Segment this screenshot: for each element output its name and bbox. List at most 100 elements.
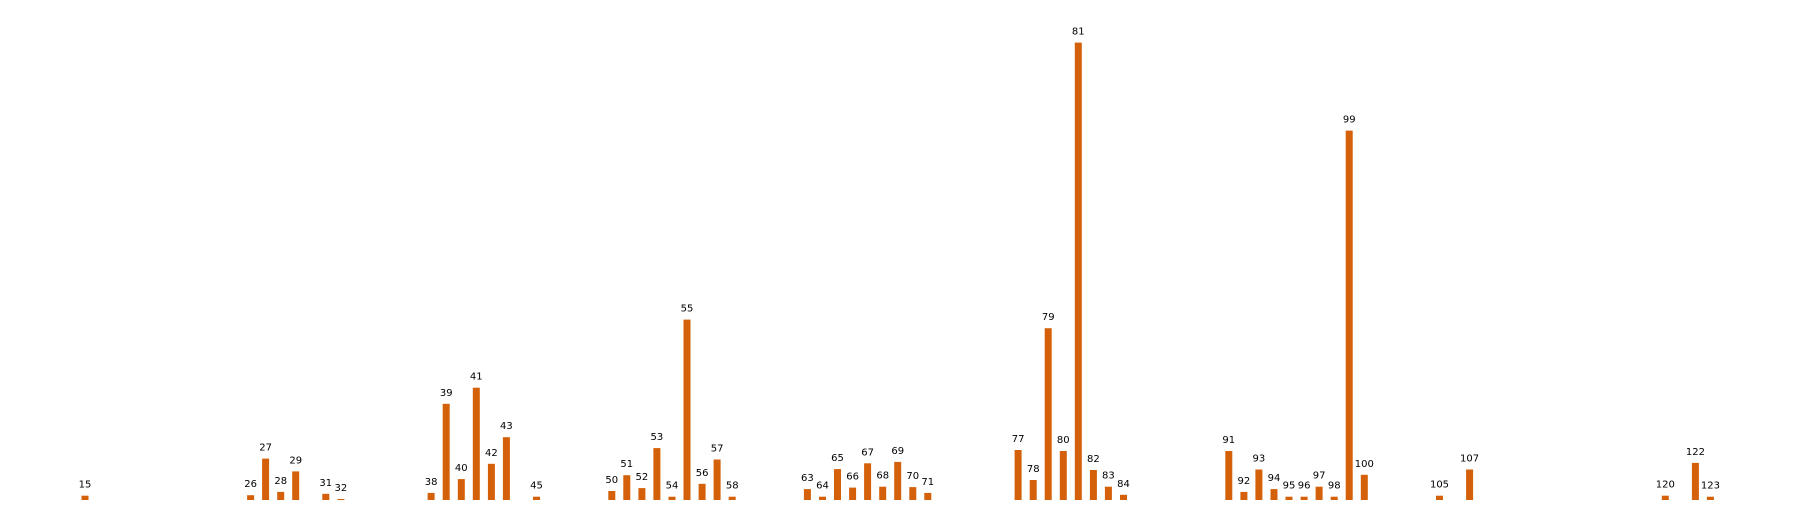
bar-label-80: 80 [1057, 435, 1070, 446]
bar-label-38: 38 [425, 477, 438, 488]
bar-78 [1029, 480, 1037, 500]
bar-39 [442, 403, 450, 500]
bar-105 [1436, 495, 1443, 500]
bar-label-105: 105 [1430, 480, 1449, 491]
bar-41 [472, 387, 480, 500]
bar-label-95: 95 [1283, 481, 1296, 492]
bar-81 [1074, 42, 1082, 500]
bar-label-81: 81 [1072, 27, 1085, 38]
bar-label-40: 40 [455, 463, 468, 474]
bar-69 [894, 461, 902, 500]
bar-84 [1120, 494, 1127, 500]
bar-label-68: 68 [876, 471, 889, 482]
bar-26 [247, 495, 255, 500]
bar-51 [623, 475, 631, 500]
bar-label-97: 97 [1313, 471, 1326, 482]
bar-96 [1300, 496, 1308, 500]
bar-label-120: 120 [1656, 480, 1675, 491]
bar-label-26: 26 [244, 479, 257, 490]
bar-label-27: 27 [259, 443, 272, 454]
bar-53 [653, 448, 661, 500]
bar-63 [803, 489, 811, 500]
bar-80 [1059, 451, 1067, 500]
bar-98 [1330, 496, 1338, 500]
bar-label-54: 54 [666, 481, 679, 492]
bar-58 [728, 496, 736, 500]
bar-label-15: 15 [79, 480, 92, 491]
bar-label-57: 57 [711, 444, 724, 455]
bar-50 [608, 491, 616, 500]
bar-label-58: 58 [726, 481, 739, 492]
bar-122 [1691, 462, 1699, 500]
bar-label-51: 51 [620, 459, 633, 470]
bar-label-107: 107 [1460, 454, 1479, 465]
bar-label-42: 42 [485, 448, 498, 459]
bar-label-63: 63 [801, 473, 814, 484]
bar-79 [1044, 328, 1052, 500]
bar-68 [879, 486, 887, 500]
bar-label-32: 32 [335, 483, 348, 494]
bar-67 [864, 463, 872, 500]
bar-57 [713, 459, 721, 500]
bar-label-94: 94 [1268, 473, 1281, 484]
bar-15 [81, 495, 89, 500]
bar-95 [1285, 496, 1293, 500]
bar-label-39: 39 [440, 388, 453, 399]
bar-label-28: 28 [274, 476, 287, 487]
bar-label-43: 43 [500, 421, 513, 432]
bar-label-82: 82 [1087, 454, 1100, 465]
bar-label-122: 122 [1686, 447, 1705, 458]
bar-38 [427, 492, 435, 500]
bar-40 [457, 479, 465, 500]
bar-label-92: 92 [1238, 476, 1251, 487]
bar-label-70: 70 [906, 471, 919, 482]
bar-label-52: 52 [636, 472, 649, 483]
bar-31 [322, 493, 330, 500]
bar-label-55: 55 [681, 304, 694, 315]
bar-label-84: 84 [1117, 479, 1130, 490]
bar-45 [533, 496, 540, 500]
bar-label-91: 91 [1222, 435, 1235, 446]
bar-label-93: 93 [1253, 454, 1266, 465]
bar-65 [834, 469, 841, 500]
bar-label-45: 45 [530, 481, 543, 492]
bar-29 [292, 471, 300, 500]
bar-43 [502, 437, 510, 500]
bar-93 [1255, 469, 1263, 500]
bar-52 [638, 488, 646, 500]
bar-82 [1089, 470, 1097, 500]
bar-28 [277, 491, 285, 500]
bar-91 [1225, 451, 1233, 500]
bar-label-31: 31 [319, 478, 332, 489]
bar-42 [487, 463, 495, 500]
bar-99 [1345, 130, 1353, 500]
bar-83 [1104, 486, 1112, 500]
bar-label-64: 64 [816, 481, 829, 492]
bar-label-50: 50 [605, 475, 618, 486]
bar-55 [683, 319, 691, 500]
bar-54 [668, 496, 676, 500]
bar-label-77: 77 [1012, 434, 1025, 445]
bar-label-41: 41 [470, 372, 483, 383]
bar-label-56: 56 [696, 468, 709, 479]
bar-100 [1360, 474, 1368, 500]
bar-label-29: 29 [289, 455, 302, 466]
bar-label-98: 98 [1328, 481, 1341, 492]
bar-56 [698, 483, 706, 500]
bar-27 [262, 458, 270, 500]
bar-label-66: 66 [846, 472, 859, 483]
bar-label-71: 71 [921, 477, 934, 488]
bar-70 [909, 487, 917, 500]
bar-label-78: 78 [1027, 464, 1040, 475]
bar-123 [1706, 496, 1714, 500]
bar-66 [849, 487, 857, 500]
bar-94 [1270, 489, 1278, 500]
bar-71 [924, 492, 932, 500]
bar-label-79: 79 [1042, 312, 1055, 323]
bar-92 [1240, 491, 1248, 500]
bar-64 [819, 496, 826, 500]
bar-label-96: 96 [1298, 481, 1311, 492]
bar-120 [1661, 495, 1669, 500]
